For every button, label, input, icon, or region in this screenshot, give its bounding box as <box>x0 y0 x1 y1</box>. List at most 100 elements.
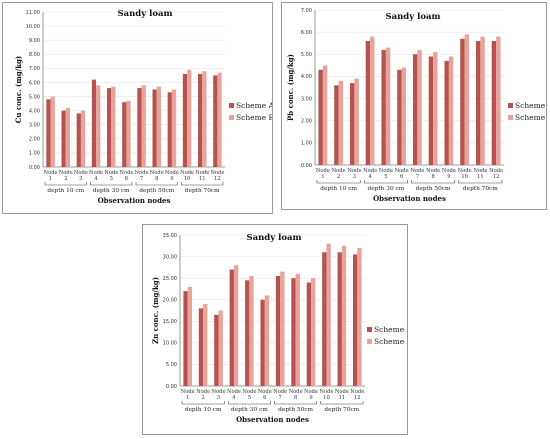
group-bracket <box>90 182 133 186</box>
x-tick-label: 7 <box>140 176 143 182</box>
y-axis-title: Pb conc. (mg/kg) <box>286 54 295 121</box>
x-tick-label: 9 <box>170 176 173 182</box>
x-tick-label: Node <box>165 170 179 176</box>
bar-scheme-b <box>480 36 485 166</box>
x-tick-label: 6 <box>400 174 403 180</box>
bar-scheme-b <box>385 47 391 166</box>
y-tick-label: 3.00 <box>301 96 312 102</box>
y-tick-label: 9.00 <box>29 38 40 44</box>
group-bracket <box>44 182 87 186</box>
bar-scheme-b <box>96 85 101 167</box>
bar-scheme-b <box>464 34 470 165</box>
x-tick-label: 7 <box>279 395 282 401</box>
bar-scheme-b <box>80 110 86 167</box>
bar-scheme-a <box>245 280 250 386</box>
y-tick-label: 8.00 <box>29 52 40 58</box>
y-tick-label: 1.00 <box>29 151 40 157</box>
bar-scheme-b <box>401 67 407 165</box>
x-tick-label: 5 <box>384 174 387 180</box>
bar-scheme-a <box>306 282 312 386</box>
bar-scheme-a <box>260 299 265 386</box>
legend-swatch-scheme-a <box>508 103 513 108</box>
x-tick-label: 2 <box>201 395 204 401</box>
x-tick-label: 12 <box>214 176 221 182</box>
bar-scheme-b <box>171 89 177 167</box>
chart-title: Sandy loam <box>117 9 172 19</box>
x-tick-label: Node <box>473 168 487 174</box>
bar-scheme-a <box>318 69 323 165</box>
x-tick-label: 7 <box>416 174 419 180</box>
x-tick-label: Node <box>332 168 346 174</box>
x-tick-label: Node <box>119 170 133 176</box>
x-tick-label: 5 <box>248 395 251 401</box>
legend-label: Scheme B <box>374 337 407 346</box>
x-tick-label: 6 <box>263 395 266 401</box>
group-bracket <box>274 401 318 405</box>
y-tick-label: 5.00 <box>29 94 40 100</box>
x-tick-label: 10 <box>461 174 468 180</box>
legend-label: Scheme B <box>236 113 272 122</box>
bar-scheme-b <box>50 96 55 167</box>
bar-scheme-a <box>275 275 281 386</box>
zn-chart-panel: 0.00 5.00 10.00 15.00 20.00 25.00 30.00 35.00 No… <box>142 224 408 435</box>
x-tick-label: Node <box>273 389 287 395</box>
x-tick-label: Node <box>395 168 409 174</box>
pb-chart-panel: 0.00 1.00 2.00 3.00 4.00 5.00 6.00 7.00 Node 1 Nod… <box>281 2 547 210</box>
group-bracket <box>411 180 456 184</box>
bar-scheme-a <box>182 74 188 167</box>
bar-scheme-a <box>198 74 203 167</box>
x-tick-label: 6 <box>125 176 128 182</box>
chart-title: Sandy loam <box>385 12 440 22</box>
bar-scheme-a <box>460 38 465 165</box>
legend-swatch-scheme-a <box>367 327 372 332</box>
bar-scheme-b <box>496 36 501 166</box>
x-tick-label: 1 <box>49 176 52 182</box>
y-tick-label: 2.00 <box>29 137 40 143</box>
bar-scheme-b <box>233 265 239 386</box>
x-tick-label: 3 <box>353 174 356 180</box>
bar-scheme-a <box>137 88 142 167</box>
x-tick-label: 9 <box>309 395 312 401</box>
bar-scheme-b <box>354 78 359 165</box>
bar-scheme-b <box>357 247 362 386</box>
y-tick-label: 6.00 <box>29 80 40 86</box>
legend-label: Scheme A <box>515 101 546 110</box>
x-axis-title: Observation nodes <box>98 196 171 205</box>
x-tick-label: Node <box>104 170 118 176</box>
pb-bar-chart: 0.001.002.003.004.005.006.007.00Node1Nod… <box>286 8 546 203</box>
y-tick-label: 7.00 <box>29 66 40 72</box>
cu-bar-chart: 0.00 1.00 2.00 3.00 4.00 5.00 6.00 7.00 8.00 9.00… <box>14 9 272 205</box>
bar-scheme-b <box>448 56 454 165</box>
bar-scheme-a <box>491 41 497 165</box>
bar-scheme-a <box>229 269 234 386</box>
x-tick-label: Node <box>181 389 195 395</box>
bar-scheme-b <box>295 273 300 386</box>
y-tick-label: 30.00 <box>163 254 177 260</box>
group-bracket <box>363 180 408 184</box>
chart-title: Sandy loam <box>246 233 301 243</box>
x-tick-label: Node <box>59 170 73 176</box>
bar-scheme-b <box>111 86 116 167</box>
x-tick-label: 11 <box>199 176 206 182</box>
legend-label: Scheme B <box>515 113 546 122</box>
y-tick-label: 0.00 <box>29 165 40 171</box>
group-label: depth 30 cm <box>93 188 130 194</box>
group-label: depth 70cm <box>324 407 359 413</box>
x-tick-label: 4 <box>232 395 236 401</box>
x-tick-label: Node <box>410 168 424 174</box>
bar-scheme-b <box>322 65 328 165</box>
bar-scheme-b <box>264 295 270 386</box>
y-tick-label: 35.00 <box>163 233 177 239</box>
bar-scheme-a <box>214 314 219 386</box>
group-label: depth 50cm <box>139 188 174 194</box>
bar-scheme-a <box>91 79 97 167</box>
x-tick-label: Node <box>319 389 333 395</box>
bar-scheme-b <box>326 243 331 386</box>
x-tick-label: Node <box>258 389 272 395</box>
group-label: depth 10 cm <box>185 407 222 413</box>
bar-scheme-a <box>444 60 449 165</box>
x-tick-label: Node <box>289 389 303 395</box>
y-tick-label: 7.00 <box>301 8 312 14</box>
x-tick-label: 4 <box>94 176 98 182</box>
group-bracket <box>181 401 225 405</box>
